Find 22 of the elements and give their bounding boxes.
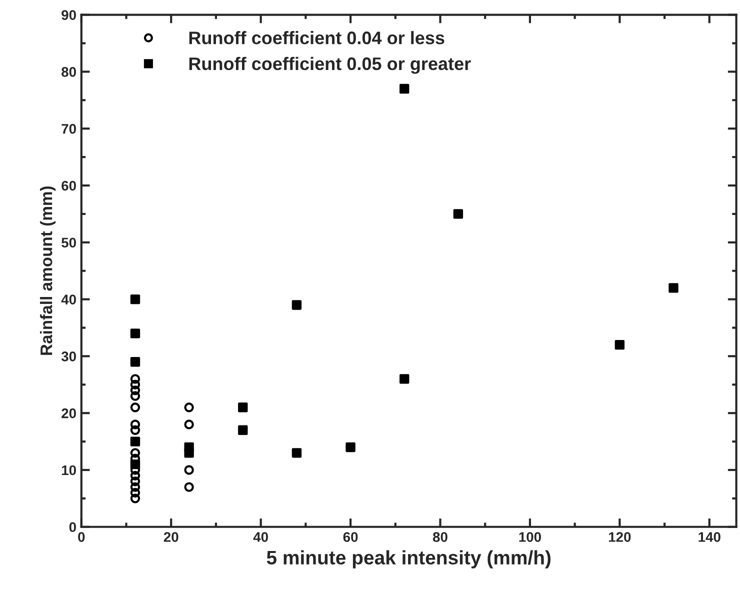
y-tick-label: 0 (69, 522, 76, 532)
legend-label: Runoff coefficient 0.05 or greater (189, 56, 471, 74)
x-tick-label: 60 (343, 532, 358, 542)
x-tick-label: 80 (432, 532, 448, 542)
x-tick-label: 20 (164, 532, 178, 542)
y-tick-label: 40 (61, 294, 76, 304)
y-tick-label: 50 (62, 238, 76, 248)
y-tick-label: 70 (62, 124, 76, 134)
x-axis-title: 5 minute peak intensity (mm/h) (266, 550, 551, 568)
y-tick-label: 20 (62, 408, 76, 418)
y-tick-label: 60 (62, 180, 76, 191)
y-tick-label: 10 (62, 465, 76, 476)
y-tick-label: 80 (62, 67, 76, 77)
y-tick-label: 90 (62, 10, 76, 20)
y-tick-label: 30 (61, 352, 76, 362)
legend-label: Runoff coefficient 0.04 or less (189, 31, 444, 44)
x-tick-label: 140 (698, 532, 720, 542)
y-axis-title: Rainfall amount (mm) (40, 186, 56, 355)
x-tick-label: 100 (519, 532, 541, 542)
x-tick-label: 0 (78, 532, 85, 542)
x-tick-label: 40 (253, 532, 268, 542)
x-tick-label: 120 (608, 532, 631, 542)
